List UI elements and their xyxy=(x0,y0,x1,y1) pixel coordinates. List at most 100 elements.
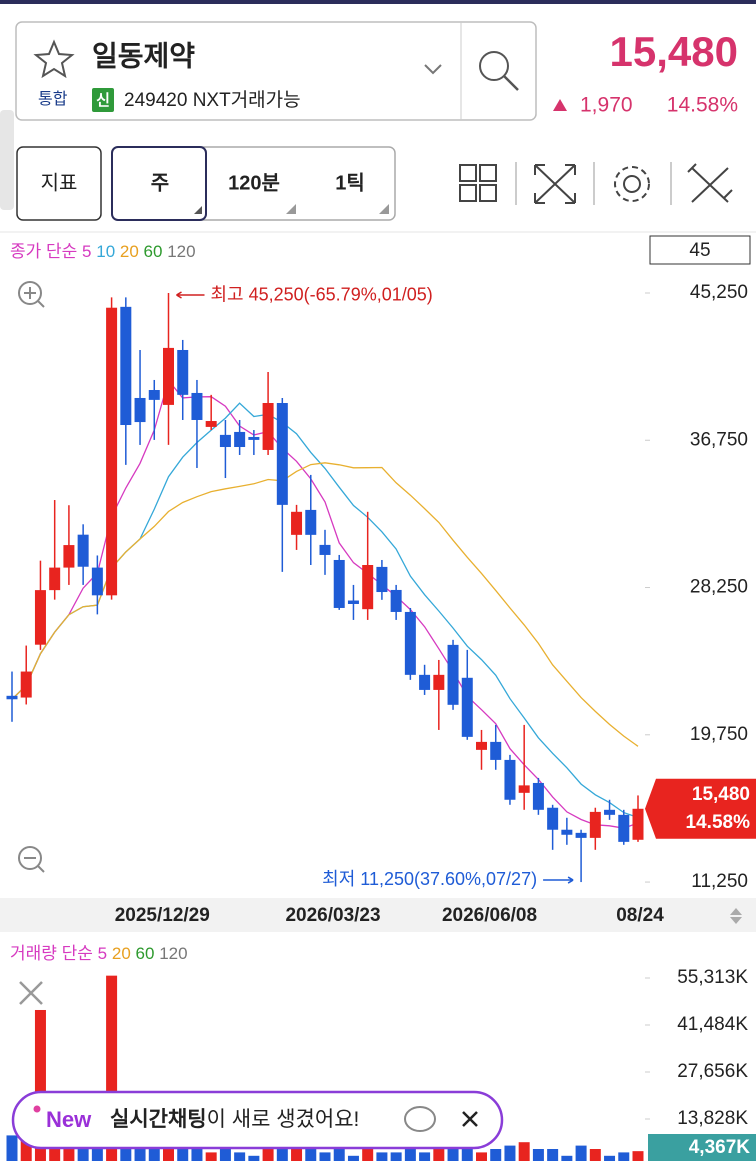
y-tick-label: 11,250 xyxy=(691,871,748,892)
x-tick-label: 2026/06/08 xyxy=(442,905,537,926)
ma-legend: 종가 단순 5 10 20 60 120 xyxy=(10,242,196,261)
stock-box[interactable] xyxy=(15,21,537,121)
candle-body xyxy=(77,534,89,567)
zoom-out-glyph xyxy=(24,857,45,873)
volume-bar xyxy=(575,1145,587,1161)
candle-body xyxy=(561,829,573,835)
layout-icon xyxy=(479,184,497,202)
settings-icon[interactable] xyxy=(623,175,641,193)
rate: 14.58% xyxy=(667,94,738,117)
volume-bar xyxy=(476,1152,487,1161)
volume-bar xyxy=(390,1152,402,1161)
low-arrow xyxy=(543,876,574,884)
y-tick-label: 27,656K xyxy=(677,1061,748,1082)
badge-bg xyxy=(92,88,114,112)
close-banner[interactable] xyxy=(462,1111,478,1127)
volume-bar xyxy=(561,1155,573,1161)
period[interactable]: 1틱 xyxy=(335,171,365,194)
candle-body xyxy=(476,741,487,750)
banner-text: 실시간채팅이 새로 생겼어요! xyxy=(110,1108,359,1131)
corner xyxy=(194,206,202,214)
candle-body xyxy=(205,421,217,427)
y-tick-label: 55,313K xyxy=(677,967,748,988)
volume-bar xyxy=(362,1138,374,1161)
banner-rest: 이 새로 생겼어요! xyxy=(207,1108,360,1131)
code: 249420 xyxy=(124,90,187,111)
period[interactable]: 120분 xyxy=(228,172,280,194)
candle-body xyxy=(234,431,246,448)
candle-body xyxy=(163,347,174,405)
volume-bar xyxy=(219,1149,231,1161)
zoom-out[interactable] xyxy=(18,846,42,870)
moving-average xyxy=(11,402,639,819)
candle-body xyxy=(148,390,160,400)
layout-icon xyxy=(459,184,477,202)
candle-body xyxy=(575,832,587,838)
high-arrow xyxy=(176,291,205,299)
candle-body xyxy=(347,600,359,604)
candle-body xyxy=(319,544,331,555)
side-tab[interactable] xyxy=(0,110,14,210)
tools-icon[interactable] xyxy=(687,163,733,203)
volume-bar xyxy=(177,1138,189,1161)
legend-period: 5 xyxy=(82,242,91,261)
chat-banner[interactable] xyxy=(11,1090,504,1150)
volume-bar xyxy=(6,1135,18,1161)
favorite-star[interactable] xyxy=(33,39,75,79)
y-tick-label: 41,484K xyxy=(677,1014,748,1035)
volume-bar xyxy=(234,1152,246,1161)
legend-period: 10 xyxy=(96,242,115,261)
search-icon[interactable] xyxy=(479,51,509,81)
volume-bar xyxy=(319,1152,331,1161)
volume-bar xyxy=(376,1152,388,1161)
legend-prefix: 거래량 단순 xyxy=(10,944,93,963)
new-dot xyxy=(33,1105,41,1113)
y-tick-label: 13,828K xyxy=(677,1108,748,1129)
candle-body xyxy=(461,677,473,737)
zoom-in[interactable] xyxy=(18,281,42,305)
volume-bar xyxy=(291,1149,303,1161)
badge: 신 xyxy=(96,92,110,109)
candle-body xyxy=(305,509,317,535)
candle-body xyxy=(91,567,103,596)
candle-body xyxy=(547,807,559,830)
candle-body xyxy=(390,589,402,612)
legend-period: 120 xyxy=(167,242,195,261)
volume-bar xyxy=(77,1145,89,1161)
candle-body xyxy=(490,741,502,760)
top-strip xyxy=(0,0,756,4)
candle-body xyxy=(120,306,132,426)
indicator-button[interactable] xyxy=(16,146,102,221)
candle-body xyxy=(291,511,303,535)
layout-icon[interactable] xyxy=(459,164,477,182)
count-box[interactable] xyxy=(649,235,751,265)
period-selected[interactable] xyxy=(111,146,207,221)
venue: NXT거래가능 xyxy=(193,89,301,111)
market: 통합 xyxy=(38,90,68,108)
candle-body xyxy=(63,545,75,568)
close-volume[interactable] xyxy=(19,981,43,1005)
candle-body xyxy=(248,436,260,440)
count: 45 xyxy=(689,240,710,261)
fullscreen-icon[interactable] xyxy=(534,164,576,204)
period[interactable]: 주 xyxy=(151,172,169,194)
high-label: 최고 45,250(-65.79%,01/05) xyxy=(211,285,433,305)
x-tick-label: 2026/03/23 xyxy=(285,905,380,926)
search-handle xyxy=(503,75,519,91)
moving-average xyxy=(11,462,639,747)
candle-body xyxy=(604,809,616,815)
code-line: 249420 NXT거래가능 xyxy=(124,89,301,111)
volume-bar xyxy=(191,1145,203,1161)
scroll-arrows[interactable] xyxy=(730,908,742,924)
candle-body xyxy=(134,397,146,423)
candle-body xyxy=(376,566,388,593)
moving-average xyxy=(11,379,639,829)
candle-body xyxy=(276,403,288,505)
volume-bar xyxy=(547,1149,559,1161)
x-axis-band xyxy=(0,898,756,932)
chat-icon xyxy=(404,1106,436,1132)
volume-bar xyxy=(262,1142,274,1161)
price-tag: 15,480 xyxy=(692,784,750,805)
dropdown[interactable] xyxy=(424,64,442,75)
